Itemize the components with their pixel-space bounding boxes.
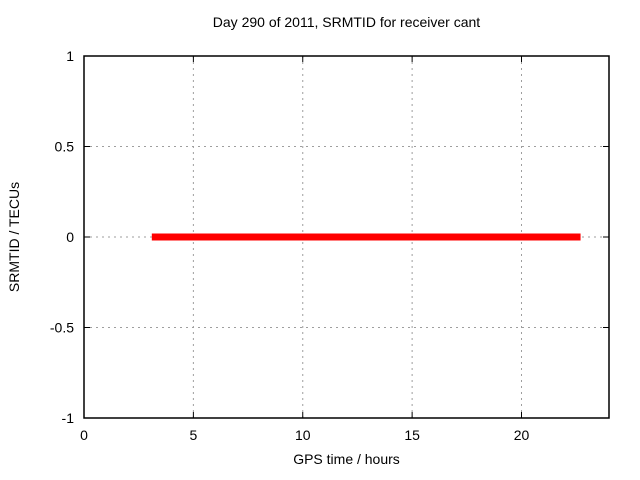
y-axis-label: SRMTID / TECUs xyxy=(6,182,22,292)
y-tick-label: 1 xyxy=(66,48,74,64)
x-tick-label: 15 xyxy=(404,427,420,443)
y-tick-label: -1 xyxy=(62,410,75,426)
y-tick-label: 0.5 xyxy=(55,139,75,155)
y-tick-label: -0.5 xyxy=(50,320,74,336)
x-tick-label: 0 xyxy=(80,427,88,443)
x-tick-label: 5 xyxy=(189,427,197,443)
x-tick-label: 20 xyxy=(514,427,530,443)
x-tick-label: 10 xyxy=(295,427,311,443)
chart-title: Day 290 of 2011, SRMTID for receiver can… xyxy=(212,14,481,30)
y-tick-label: 0 xyxy=(66,229,74,245)
x-axis-label: GPS time / hours xyxy=(293,451,400,467)
